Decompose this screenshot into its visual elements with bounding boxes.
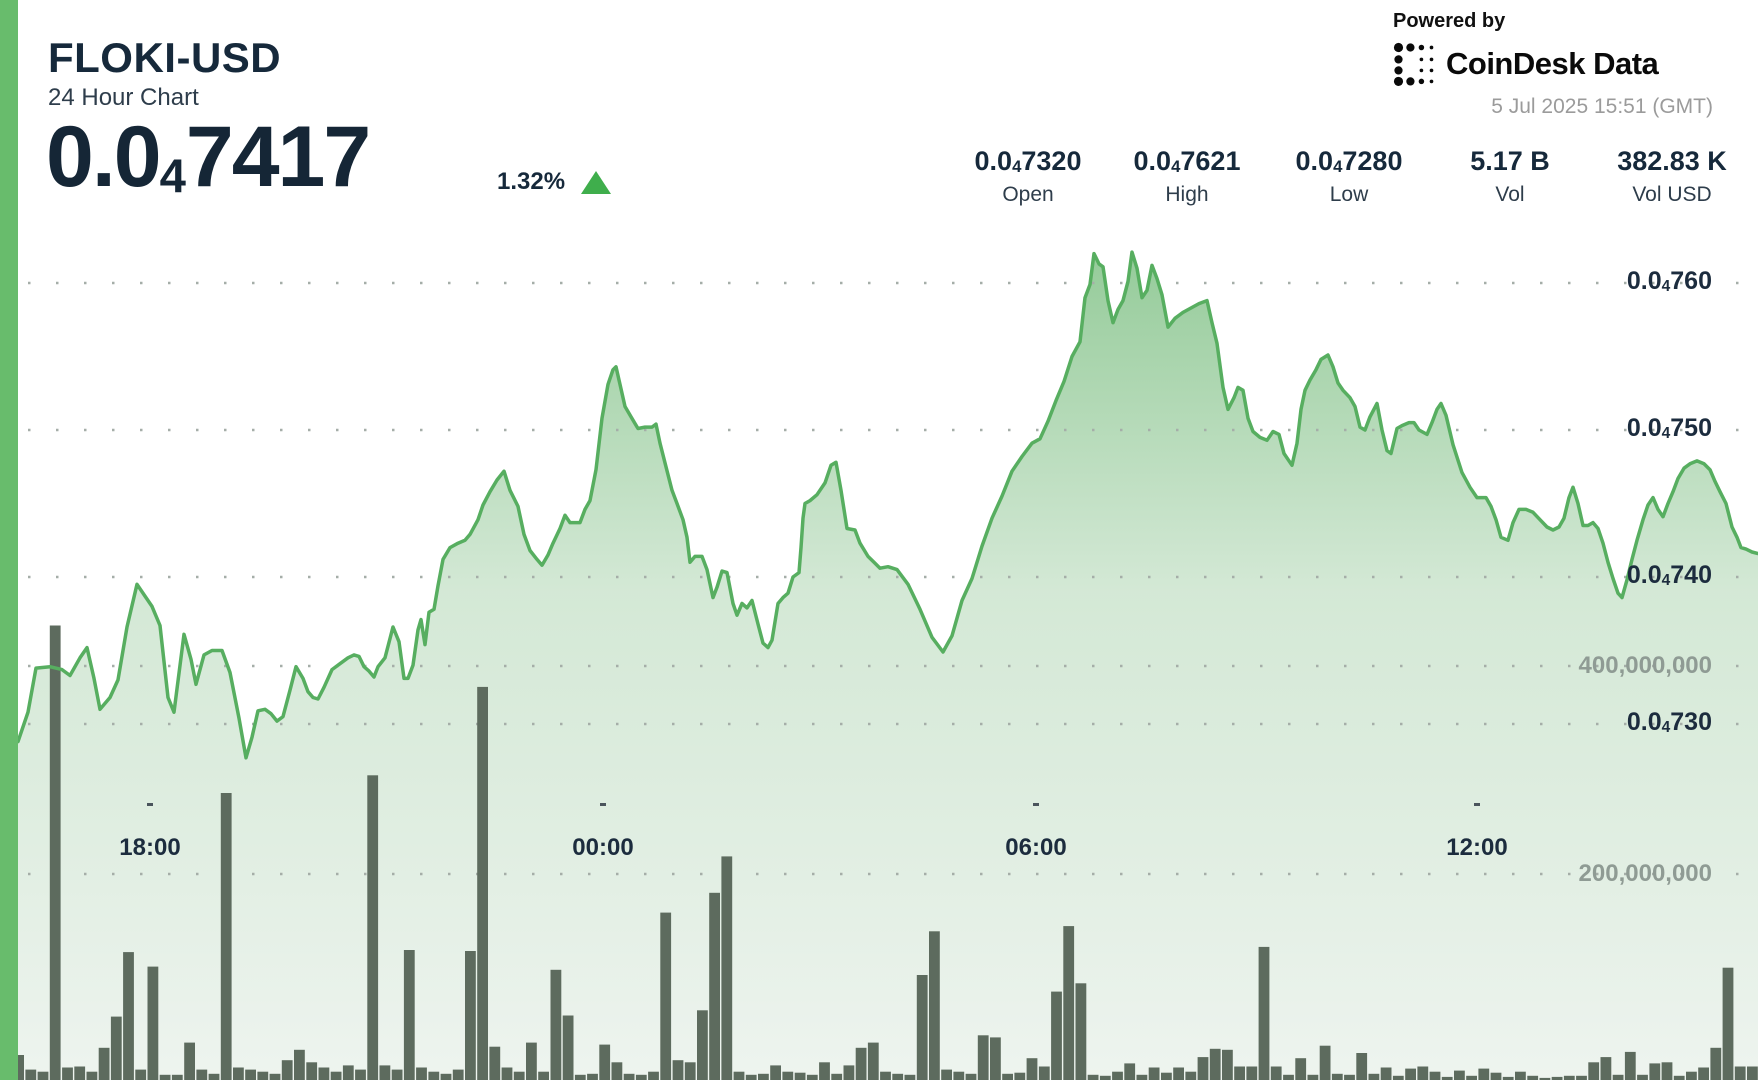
- x-axis-tick: [600, 803, 606, 806]
- x-axis-label: 00:00: [572, 834, 634, 861]
- x-axis-tick: [147, 803, 153, 806]
- y-axis-volume-label: 200,000,000: [1578, 860, 1712, 887]
- x-axis-tick: [1474, 803, 1480, 806]
- stat-low-prefix: 0.0: [1295, 146, 1334, 176]
- y-axis-price-label: 0.04760: [1626, 267, 1712, 296]
- chart-period-label: 24 Hour Chart: [48, 84, 199, 111]
- stat-open-sub: 4: [1012, 157, 1022, 177]
- stat-vol-usd: 382.83 K Vol USD: [1582, 146, 1758, 207]
- stat-vol-digits: 5.17 B: [1470, 146, 1550, 176]
- stat-open: 0.047320 Open: [938, 146, 1118, 207]
- stat-open-prefix: 0.0: [974, 146, 1013, 176]
- price-subscript: 4: [159, 149, 186, 203]
- price-change: 1.32%: [497, 168, 612, 196]
- stat-high-value: 0.047621: [1097, 146, 1277, 177]
- y-axis-volume-label: 400,000,000: [1578, 652, 1712, 679]
- stat-high: 0.047621 High: [1097, 146, 1277, 207]
- stat-high-digits: 7621: [1180, 146, 1241, 176]
- timestamp: 5 Jul 2025 15:51 (GMT): [1491, 95, 1713, 118]
- stat-low: 0.047280 Low: [1259, 146, 1439, 207]
- brand-row: CoinDesk Data: [1393, 42, 1713, 86]
- stat-open-digits: 7320: [1021, 146, 1082, 176]
- x-axis-tick: [1033, 803, 1039, 806]
- up-triangle-icon: [581, 170, 612, 194]
- stat-open-value: 0.047320: [938, 146, 1118, 177]
- stat-low-sub: 4: [1333, 157, 1343, 177]
- powered-by-label: Powered by: [1393, 10, 1506, 32]
- left-accent-bar: [0, 0, 18, 1080]
- brand-name: CoinDesk Data: [1446, 46, 1659, 81]
- stat-high-prefix: 0.0: [1133, 146, 1172, 176]
- price-change-pct: 1.32%: [497, 168, 566, 195]
- stat-vol-value: 5.17 B: [1420, 146, 1600, 177]
- y-axis-price-label: 0.04730: [1626, 708, 1712, 737]
- stat-vol-usd-label: Vol USD: [1632, 183, 1712, 206]
- stat-vol: 5.17 B Vol: [1420, 146, 1600, 207]
- stat-vol-usd-digits: 382.83 K: [1617, 146, 1727, 176]
- powered-by-block: Powered by CoinDesk Data 5 Jul 2025 15:5…: [1393, 10, 1713, 119]
- stat-low-digits: 7280: [1342, 146, 1403, 176]
- stat-low-value: 0.047280: [1259, 146, 1439, 177]
- stat-high-sub: 4: [1171, 157, 1181, 177]
- stat-low-label: Low: [1329, 183, 1369, 206]
- y-axis-price-label: 0.04740: [1626, 561, 1712, 590]
- price-int: 0.0: [46, 109, 162, 205]
- x-axis-label: 12:00: [1446, 834, 1508, 861]
- stat-high-label: High: [1165, 183, 1209, 206]
- x-axis-label: 06:00: [1005, 834, 1067, 861]
- stat-vol-usd-value: 382.83 K: [1582, 146, 1758, 177]
- x-axis-label: 18:00: [119, 834, 181, 861]
- price-value: 0.047417: [46, 109, 371, 205]
- coindesk-logo-icon: [1393, 42, 1434, 86]
- price-frac: 7417: [185, 109, 371, 205]
- symbol-title: FLOKI-USD: [48, 34, 282, 81]
- y-axis-price-label: 0.04750: [1626, 414, 1712, 443]
- stat-vol-label: Vol: [1495, 183, 1525, 206]
- stat-open-label: Open: [1002, 183, 1054, 206]
